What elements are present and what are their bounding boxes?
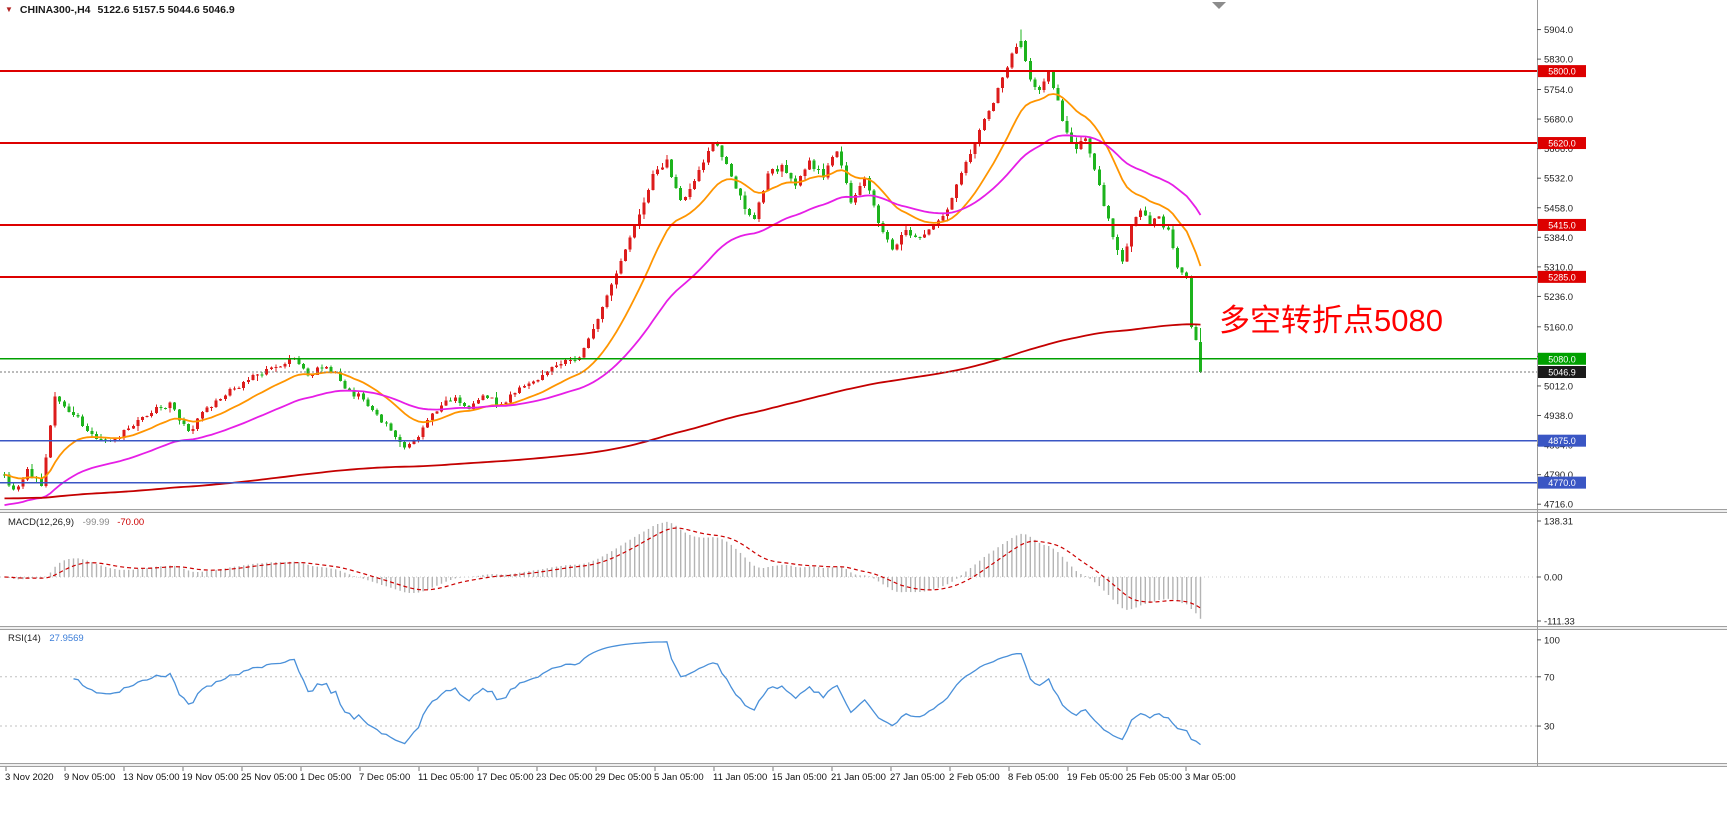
price-tick-label: 5754.0 <box>1544 85 1573 96</box>
panel-separator[interactable] <box>0 626 1727 630</box>
price-level-tag: 5080.0 <box>1538 352 1586 365</box>
macd-indicator-label: MACD(12,26,9) -99.99 -70.00 <box>8 517 144 528</box>
svg-text:5046.9: 5046.9 <box>1548 368 1576 378</box>
time-label: 23 Dec 05:00 <box>536 772 593 783</box>
panel-separator[interactable] <box>0 763 1727 767</box>
macd-main-value: -99.99 <box>82 517 110 528</box>
price-tick-label: 5680.0 <box>1544 115 1573 126</box>
macd-name: MACD(12,26,9) <box>8 517 74 528</box>
current-price-tag: 5046.9 <box>1538 366 1586 379</box>
symbol-timeframe-label: CHINA300-,H4 <box>19 4 91 16</box>
ma-line-mid <box>4 134 1202 506</box>
price-tick-label: 5236.0 <box>1544 292 1573 303</box>
time-label: 7 Dec 05:00 <box>359 772 410 783</box>
svg-text:5080.0: 5080.0 <box>1548 354 1576 364</box>
svg-text:4770.0: 4770.0 <box>1548 478 1576 488</box>
rsi-axis-label: 100 <box>1544 635 1560 646</box>
time-label: 19 Feb 05:00 <box>1067 772 1123 783</box>
svg-text:5415.0: 5415.0 <box>1548 220 1576 230</box>
panel-separator[interactable] <box>0 509 1727 513</box>
time-label: 1 Dec 05:00 <box>300 772 351 783</box>
time-label: 15 Jan 05:00 <box>772 772 827 783</box>
symbol-info: ▼ CHINA300-,H4 5122.6 5157.5 5044.6 5046… <box>5 4 235 16</box>
price-tick-label: 5904.0 <box>1544 25 1573 36</box>
time-label: 19 Nov 05:00 <box>182 772 239 783</box>
time-label: 21 Jan 05:00 <box>831 772 886 783</box>
price-level-tag: 5285.0 <box>1538 270 1586 283</box>
time-label: 29 Dec 05:00 <box>595 772 652 783</box>
svg-text:4875.0: 4875.0 <box>1548 436 1576 446</box>
macd-signal-value: -70.00 <box>117 517 145 528</box>
ohlc-values: 5122.6 5157.5 5044.6 5046.9 <box>97 4 235 16</box>
pivot-annotation: 多空转折点5080 <box>1219 303 1443 338</box>
rsi-axis-label: 30 <box>1544 722 1555 733</box>
time-label: 8 Feb 05:00 <box>1008 772 1059 783</box>
rsi-line <box>73 641 1201 746</box>
rsi-panel-surface[interactable] <box>0 630 1537 763</box>
time-label: 27 Jan 05:00 <box>890 772 945 783</box>
time-label: 9 Nov 05:00 <box>64 772 115 783</box>
price-tick-label: 4716.0 <box>1544 500 1573 511</box>
time-label: 11 Jan 05:00 <box>713 772 767 783</box>
macd-histogram <box>8 521 1202 619</box>
price-level-tag: 4770.0 <box>1538 476 1586 489</box>
time-label: 13 Nov 05:00 <box>123 772 180 783</box>
time-label: 3 Nov 2020 <box>5 772 54 783</box>
rsi-name: RSI(14) <box>8 633 41 644</box>
macd-axis-label: 138.31 <box>1544 517 1573 528</box>
macd-axis-label: 0.00 <box>1544 573 1563 584</box>
candles-layer <box>3 29 1202 492</box>
price-tick-label: 4938.0 <box>1544 411 1573 422</box>
rsi-indicator-label: RSI(14) 27.9569 <box>8 633 84 644</box>
time-label: 11 Dec 05:00 <box>418 772 474 783</box>
macd-axis-label: -111.33 <box>1544 617 1575 628</box>
svg-text:5620.0: 5620.0 <box>1548 139 1576 149</box>
price-level-tag: 4875.0 <box>1538 434 1586 447</box>
time-label: 25 Nov 05:00 <box>241 772 298 783</box>
main-chart-surface[interactable] <box>0 0 1537 509</box>
price-tick-label: 5160.0 <box>1544 322 1573 333</box>
time-label: 5 Jan 05:00 <box>654 772 704 783</box>
price-tick-label: 5458.0 <box>1544 203 1573 214</box>
price-tick-label: 5532.0 <box>1544 174 1573 185</box>
chart-shift-marker[interactable] <box>1212 2 1226 9</box>
price-level-tag: 5415.0 <box>1538 218 1586 231</box>
time-label: 17 Dec 05:00 <box>477 772 534 783</box>
price-tick-label: 5310.0 <box>1544 262 1573 273</box>
ma-line-fast <box>4 93 1202 480</box>
price-tick-label: 5830.0 <box>1544 55 1573 66</box>
price-tick-label: 5606.0 <box>1544 144 1573 155</box>
price-level-tag: 5800.0 <box>1538 65 1586 78</box>
svg-text:5800.0: 5800.0 <box>1548 67 1576 77</box>
price-tick-label: 5012.0 <box>1544 381 1573 392</box>
time-label: 25 Feb 05:00 <box>1126 772 1182 783</box>
time-label: 2 Feb 05:00 <box>949 772 1000 783</box>
time-label: 3 Mar 05:00 <box>1185 772 1236 783</box>
price-level-tag: 5620.0 <box>1538 137 1586 150</box>
macd-signal-line <box>4 527 1201 609</box>
price-tick-label: 5384.0 <box>1544 233 1573 244</box>
svg-text:5285.0: 5285.0 <box>1548 272 1576 282</box>
rsi-value: 27.9569 <box>49 633 84 644</box>
price-tick-label: 4790.0 <box>1544 470 1573 481</box>
chart-symbol-icon: ▼ <box>5 5 13 14</box>
rsi-axis-label: 70 <box>1544 672 1555 683</box>
